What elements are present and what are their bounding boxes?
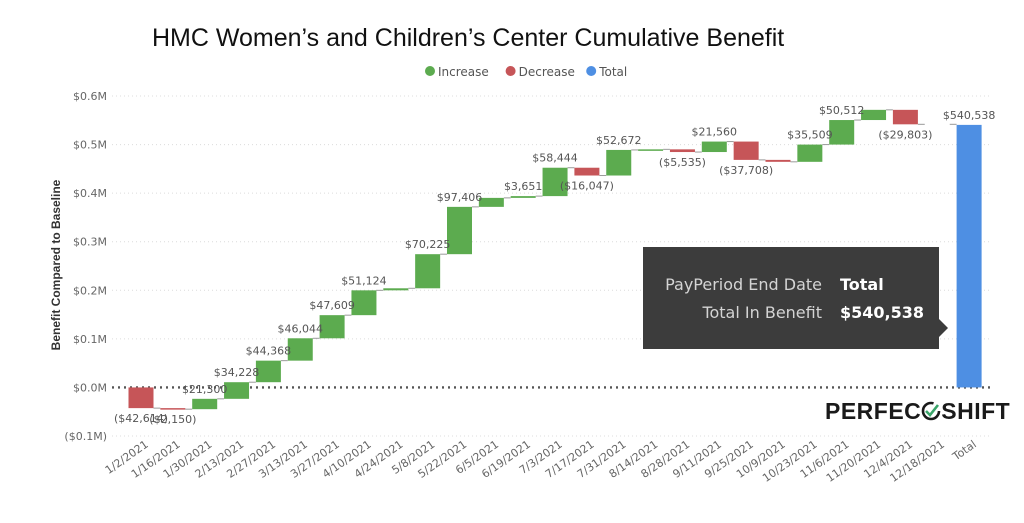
bar-data-label: $51,124 [341, 274, 387, 287]
bar [765, 159, 791, 162]
bar [638, 149, 664, 151]
bar [160, 408, 186, 410]
bars [128, 109, 982, 410]
logo-text-end: SHIFT [941, 398, 1011, 424]
bar [574, 167, 600, 176]
bar-data-label: $46,044 [278, 322, 324, 335]
bar [351, 290, 377, 316]
gridlines [112, 95, 990, 437]
x-axis-ticks: 1/2/20211/16/20211/30/20212/13/20212/27/… [103, 438, 979, 485]
logo-check-icon [921, 401, 941, 421]
legend-marker-increase [425, 66, 435, 76]
bar [319, 315, 345, 339]
bar-labels: ($42,614)($2,150) $21,300 $34,228 $44,368 $4… [114, 104, 995, 426]
bar [224, 382, 250, 399]
bar [892, 109, 918, 125]
chart-title: HMC Women’s and Children’s Center Cumula… [152, 24, 785, 52]
legend-label-decrease: Decrease [519, 65, 575, 79]
bar [447, 206, 472, 255]
bar [255, 360, 281, 383]
bar [829, 120, 855, 145]
tooltip-key-date: PayPeriod End Date [665, 275, 822, 294]
logo-text-start: PERFEC [825, 398, 922, 424]
tooltip-arrow [939, 319, 948, 337]
x-tick-label: Total [949, 438, 978, 464]
tooltip: PayPeriod End Date Total Total In Benefi… [643, 247, 948, 349]
bar-data-label: $44,368 [246, 345, 292, 358]
bar [797, 144, 823, 162]
bar [383, 288, 409, 291]
legend-marker-decrease [505, 66, 516, 76]
y-tick-label: $0.4M [73, 187, 107, 200]
bar [701, 141, 727, 153]
bar-data-label: $540,538 [943, 109, 996, 122]
bar-data-label: $50,512 [819, 104, 865, 117]
y-tick-label: $0.1M [73, 333, 107, 346]
bar [606, 149, 632, 176]
bar-data-label: ($16,047) [560, 180, 614, 193]
bar-data-label: $52,672 [596, 134, 642, 147]
bar [956, 124, 982, 388]
y-axis-ticks: $0.6M $0.5M $0.4M $0.3M $0.2M $0.1M $0.0M ($0.1… [64, 90, 107, 443]
y-axis-label: Benefit Compared to Baseline [49, 179, 63, 350]
bar-data-label: $58,444 [532, 152, 578, 165]
bar-data-label: ($5,535) [659, 156, 706, 169]
y-tick-label: ($0.1M) [64, 430, 107, 443]
perfectshift-logo: PERFEC SHIFT [825, 398, 1010, 425]
bar [192, 398, 218, 410]
bar [128, 387, 154, 409]
legend-marker-total [586, 66, 597, 76]
bar-data-label: $21,560 [692, 126, 738, 139]
bar-data-label: $47,609 [309, 299, 355, 312]
bar-data-label: $35,509 [787, 129, 833, 142]
y-tick-label: $0.6M [73, 90, 107, 103]
y-tick-label: $0.2M [73, 284, 107, 297]
y-tick-label: $0.0M [73, 381, 107, 394]
bar-data-label: $70,225 [405, 238, 451, 251]
bar [542, 167, 568, 197]
bar [733, 141, 759, 160]
bar [669, 149, 695, 153]
bar [415, 254, 441, 289]
y-tick-label: $0.3M [73, 236, 107, 249]
bar-data-label: $97,406 [437, 191, 483, 204]
bar-data-label: $21,300 [182, 383, 228, 396]
bar-data-label: ($2,150) [149, 413, 196, 426]
bar [287, 338, 313, 361]
bar-data-label: ($29,803) [878, 128, 932, 141]
bar-data-label: $3,651 [504, 180, 543, 193]
tooltip-value-date: Total [840, 275, 884, 294]
legend-label-total: Total [598, 65, 627, 79]
bar [510, 196, 536, 198]
tooltip-key-benefit: Total In Benefit [702, 303, 822, 322]
bar [861, 109, 887, 121]
y-tick-label: $0.5M [73, 139, 107, 152]
connector-lines [153, 109, 957, 410]
chart-legend: Increase Decrease Total [425, 65, 627, 79]
bar [478, 197, 504, 207]
bar-data-label: ($37,708) [719, 164, 773, 177]
tooltip-value-benefit: $540,538 [840, 303, 925, 322]
bar-data-label: ($42,614) [114, 412, 168, 425]
bar-data-label: $34,228 [214, 366, 260, 379]
legend-label-increase: Increase [438, 65, 489, 79]
